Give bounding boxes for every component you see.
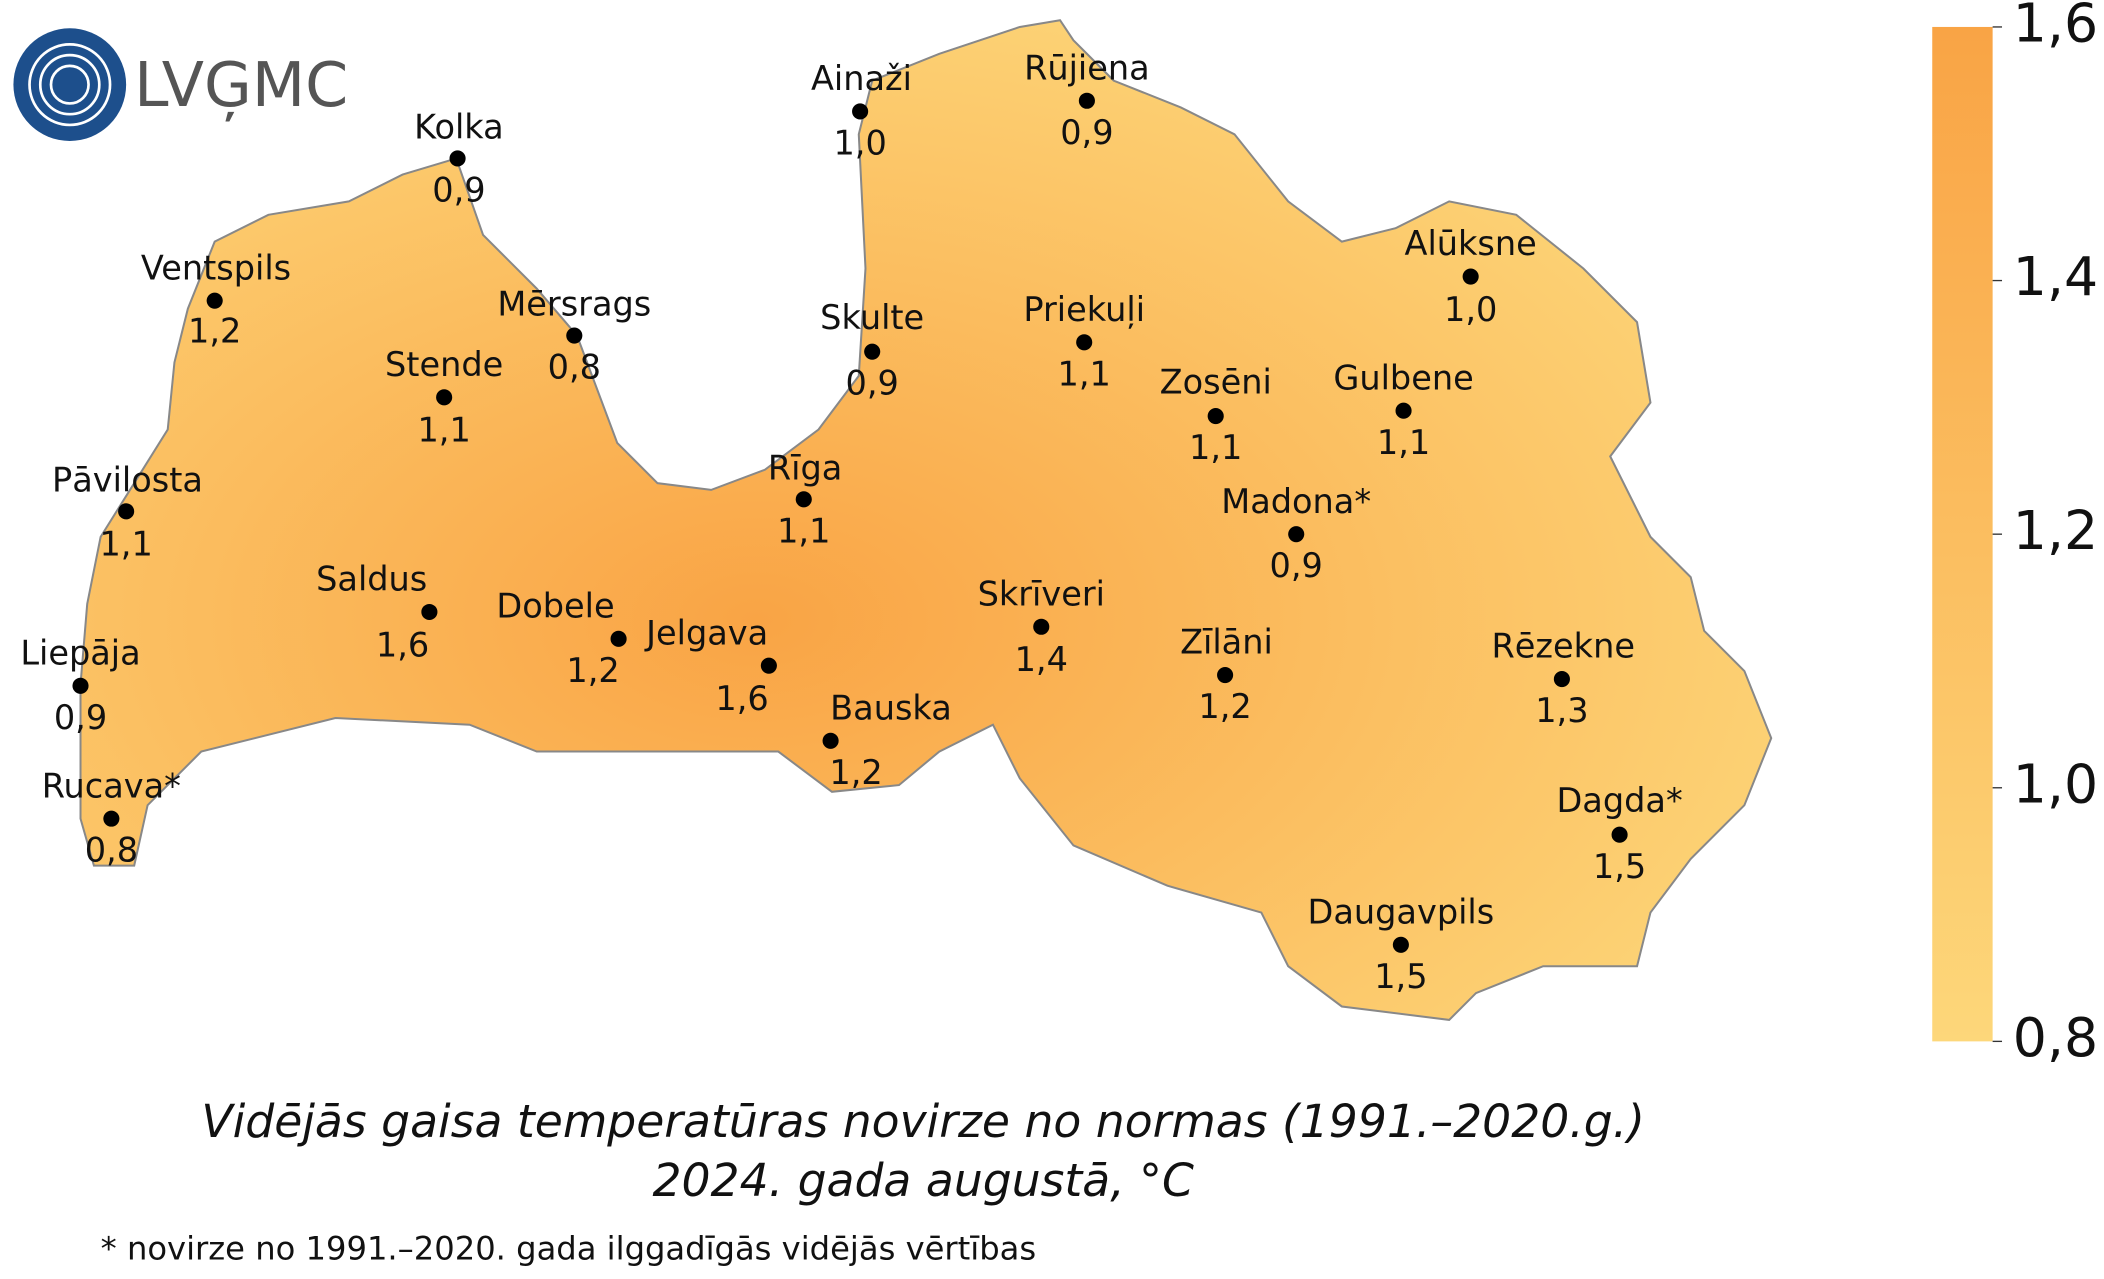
station-value: 0,9 bbox=[54, 698, 107, 737]
station-name: Alūksne bbox=[1405, 224, 1537, 263]
station-value: 1,1 bbox=[1377, 423, 1430, 462]
station-name: Skrīveri bbox=[978, 574, 1105, 613]
station-value: 1,1 bbox=[99, 525, 152, 564]
station-value: 1,1 bbox=[1058, 354, 1111, 393]
station-value: 0,9 bbox=[1270, 546, 1323, 585]
station-value: 0,9 bbox=[432, 170, 485, 209]
station-dot bbox=[1076, 334, 1093, 351]
station-value: 1,0 bbox=[833, 124, 886, 163]
station-value: 1,6 bbox=[376, 625, 429, 664]
station-dot bbox=[1553, 671, 1570, 688]
station-value: 1,4 bbox=[1015, 640, 1068, 679]
station-name: Gulbene bbox=[1333, 358, 1473, 397]
station-name: Priekuļi bbox=[1023, 290, 1145, 329]
station-dot bbox=[118, 503, 135, 520]
title-line: 2024. gada augustā, °C bbox=[653, 1154, 1194, 1207]
station-value: 1,2 bbox=[1198, 687, 1251, 726]
station-value: 1,5 bbox=[1593, 847, 1646, 886]
station-name: Madona* bbox=[1221, 482, 1371, 521]
station-name: Saldus bbox=[316, 560, 427, 599]
station-dot bbox=[864, 343, 881, 360]
station-value: 1,0 bbox=[1444, 290, 1497, 329]
station-name: Daugavpils bbox=[1308, 892, 1495, 931]
colorbar-label: 1,6 bbox=[2013, 0, 2098, 55]
station-dot bbox=[566, 327, 583, 344]
station-value: 1,1 bbox=[417, 411, 470, 450]
colorbar-label: 0,8 bbox=[2013, 1006, 2098, 1069]
station-name: Kolka bbox=[414, 107, 504, 146]
station-dot bbox=[421, 603, 438, 621]
station-name: Ainaži bbox=[811, 59, 912, 98]
title-line: Vidējās gaisa temperatūras novirze no no… bbox=[201, 1095, 1645, 1148]
station-dot bbox=[822, 732, 839, 749]
station-dot bbox=[72, 677, 89, 694]
latvia-outline bbox=[79, 19, 1773, 1021]
logo-text: LVĢMC bbox=[134, 49, 348, 122]
colorbar-label: 1,2 bbox=[2013, 499, 2098, 562]
station-value: 0,8 bbox=[548, 348, 601, 387]
station-dot bbox=[103, 810, 120, 827]
station-dot bbox=[1395, 402, 1412, 419]
station-name: Pāvilosta bbox=[52, 460, 203, 499]
station-value: 1,2 bbox=[566, 651, 619, 690]
colorbar-label: 1,0 bbox=[2013, 752, 2098, 815]
station-dot bbox=[852, 103, 869, 120]
station-name: Dagda* bbox=[1556, 781, 1682, 820]
station-value: 0,9 bbox=[1060, 113, 1113, 152]
station-dot bbox=[1033, 618, 1050, 635]
station-name: Mērsrags bbox=[497, 285, 651, 324]
station-dot bbox=[449, 150, 466, 167]
station-value: 0,8 bbox=[85, 831, 138, 870]
colorbar bbox=[1932, 26, 1993, 1042]
station-name: Rīga bbox=[768, 448, 842, 487]
station-dot bbox=[1207, 408, 1224, 425]
station-dot bbox=[1392, 936, 1409, 953]
station-name: Stende bbox=[385, 345, 503, 384]
station-dot bbox=[795, 491, 812, 508]
station-dot bbox=[1078, 92, 1095, 109]
station-value: 0,9 bbox=[846, 364, 899, 403]
station-dot bbox=[610, 630, 627, 647]
station-dot bbox=[1217, 667, 1234, 684]
station-name: Rēzekne bbox=[1492, 627, 1635, 666]
station-value: 1,1 bbox=[777, 511, 830, 550]
footnote: * novirze no 1991.–2020. gada ilggadīgās… bbox=[101, 1230, 1037, 1268]
station-value: 1,2 bbox=[829, 753, 882, 792]
station-dot bbox=[1288, 526, 1305, 543]
station-dot bbox=[760, 657, 777, 674]
station-value: 1,1 bbox=[1189, 428, 1242, 467]
station-name: Jelgava bbox=[644, 613, 768, 652]
logo: LVĢMC bbox=[13, 28, 348, 142]
station-name: Bauska bbox=[830, 688, 952, 727]
station-dot bbox=[206, 292, 223, 309]
station-dot bbox=[436, 389, 453, 406]
station-value: 1,3 bbox=[1535, 691, 1588, 730]
station-name: Dobele bbox=[496, 586, 614, 625]
station-dot bbox=[1611, 826, 1628, 843]
station-name: Zosēni bbox=[1160, 362, 1272, 401]
station-name: Rūjiena bbox=[1024, 48, 1150, 87]
colorbar-label: 1,4 bbox=[2013, 245, 2098, 308]
station-name: Skulte bbox=[820, 298, 924, 337]
station-value: 1,6 bbox=[715, 679, 768, 718]
station-name: Ventspils bbox=[141, 248, 291, 287]
station-value: 1,5 bbox=[1374, 957, 1427, 996]
station-name: Zīlāni bbox=[1180, 623, 1273, 662]
station-dot bbox=[1462, 268, 1479, 285]
station-value: 1,2 bbox=[188, 311, 241, 350]
station-name: Rucava* bbox=[42, 766, 181, 805]
station-name: Liepāja bbox=[20, 633, 140, 672]
